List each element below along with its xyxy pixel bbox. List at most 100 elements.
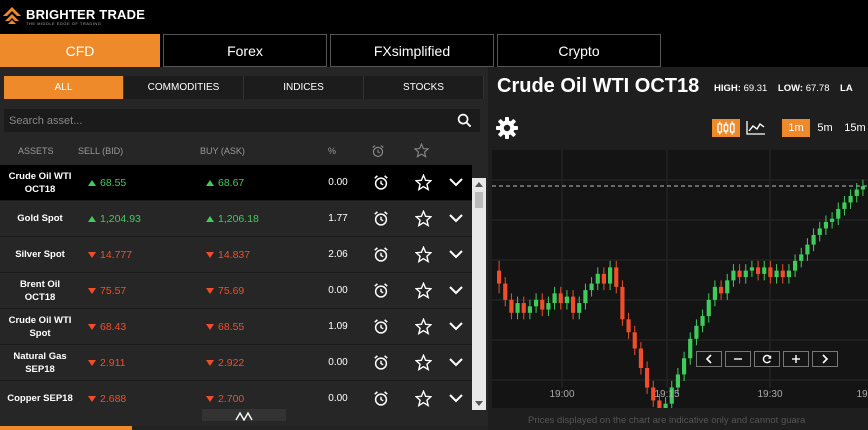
buy-price[interactable]: 75.69 xyxy=(206,273,244,308)
chevron-right-icon xyxy=(822,354,829,364)
arrow-down-icon xyxy=(88,323,96,330)
star-icon[interactable] xyxy=(415,390,432,407)
scroll-up-arrow[interactable] xyxy=(475,182,483,187)
candle-body xyxy=(546,303,551,310)
candle-body xyxy=(860,186,865,190)
asset-row[interactable]: Crude Oil WTI OCT18 68.55 68.67 0.00 xyxy=(0,165,472,201)
asset-row[interactable]: Gold Spot 1,204.93 1,206.18 1.77 xyxy=(0,201,472,237)
star-icon[interactable] xyxy=(415,282,432,299)
star-icon[interactable] xyxy=(415,174,432,191)
alarm-icon[interactable] xyxy=(373,390,389,407)
tab-commodities[interactable]: COMMODITIES xyxy=(124,76,244,99)
main-tabs: CFD Forex FXsimplified Crypto xyxy=(0,34,868,67)
chevron-down-icon[interactable] xyxy=(448,393,464,403)
alarm-icon[interactable] xyxy=(373,210,389,227)
brand-name: BRIGHTER TRADE xyxy=(26,7,146,22)
scroll-down-arrow[interactable] xyxy=(475,401,483,406)
tab-stocks[interactable]: STOCKS xyxy=(364,76,484,99)
chevron-down-icon[interactable] xyxy=(448,177,464,187)
brand-tagline: THE MIDDLE EDGE OF TRADING xyxy=(26,21,102,26)
alarm-icon[interactable] xyxy=(373,282,389,299)
timeframe-5m[interactable]: 5m xyxy=(817,122,833,134)
candle-body xyxy=(645,367,650,388)
candle-body xyxy=(762,267,767,274)
chart-zoom-in-button[interactable] xyxy=(783,351,809,367)
buy-price[interactable]: 1,206.18 xyxy=(206,201,259,236)
timeframe-1m[interactable]: 1m xyxy=(782,119,810,137)
scroll-thumb[interactable] xyxy=(475,192,483,208)
asset-row[interactable]: Natural Gas SEP18 2.911 2.922 0.00 xyxy=(0,345,472,381)
candle-body xyxy=(515,303,520,313)
search-input[interactable] xyxy=(4,109,480,132)
tab-crypto[interactable]: Crypto xyxy=(497,34,661,67)
alarm-icon[interactable] xyxy=(373,174,389,191)
sell-price[interactable]: 14.777 xyxy=(88,237,132,272)
buy-price-value: 68.67 xyxy=(218,176,245,189)
col-assets: ASSETS xyxy=(18,146,54,156)
candle-body xyxy=(694,325,699,339)
star-icon[interactable] xyxy=(415,354,432,371)
sell-price[interactable]: 68.55 xyxy=(88,165,126,200)
asset-row[interactable]: Brent Oil OCT18 75.57 75.69 0.00 xyxy=(0,273,472,309)
buy-price[interactable]: 68.67 xyxy=(206,165,244,200)
alarm-icon[interactable] xyxy=(373,246,389,263)
asset-row[interactable]: Silver Spot 14.777 14.837 2.06 xyxy=(0,237,472,273)
alarm-icon[interactable] xyxy=(373,318,389,335)
tab-all[interactable]: ALL xyxy=(4,76,124,99)
arrow-up-icon xyxy=(88,179,96,186)
gear-icon[interactable] xyxy=(495,116,519,140)
tab-cfd[interactable]: CFD xyxy=(0,34,160,67)
buy-price-value: 14.837 xyxy=(218,248,251,261)
arrow-up-icon xyxy=(88,215,96,222)
chart-scroll-right-button[interactable] xyxy=(812,351,838,367)
time-axis-label: 19:00 xyxy=(549,389,574,400)
asset-row[interactable]: Copper SEP18 2.688 2.700 0.00 xyxy=(0,381,472,412)
star-icon[interactable] xyxy=(415,318,432,335)
collapse-button[interactable] xyxy=(202,409,286,422)
sell-price[interactable]: 75.57 xyxy=(88,273,126,308)
buy-price[interactable]: 2.700 xyxy=(206,381,244,412)
sell-price[interactable]: 68.43 xyxy=(88,309,126,344)
buy-price[interactable]: 14.837 xyxy=(206,237,250,272)
tab-fxsimplified[interactable]: FXsimplified xyxy=(330,34,494,67)
change-percent: 0.00 xyxy=(328,357,348,368)
star-icon[interactable] xyxy=(415,246,432,263)
arrow-down-icon xyxy=(88,251,96,258)
candle-body xyxy=(682,358,687,375)
tab-indices[interactable]: INDICES xyxy=(244,76,364,99)
buy-price[interactable]: 2.922 xyxy=(206,345,244,380)
arrow-down-icon xyxy=(206,359,214,366)
change-percent: 2.06 xyxy=(328,249,348,260)
timeframe-15m[interactable]: 15m xyxy=(844,122,866,134)
star-icon[interactable] xyxy=(415,210,432,227)
chevron-down-icon[interactable] xyxy=(448,285,464,295)
tab-forex[interactable]: Forex xyxy=(163,34,327,67)
brand-logo[interactable]: BRIGHTER TRADE THE MIDDLE EDGE OF TRADIN… xyxy=(2,4,145,30)
candle-body xyxy=(688,338,693,359)
price-chart[interactable]: 19:00 19:15 19:30 19 xyxy=(492,150,868,417)
chart-zoom-out-button[interactable] xyxy=(725,351,751,367)
sell-price[interactable]: 1,204.93 xyxy=(88,201,141,236)
candle-body xyxy=(842,202,847,209)
chevron-down-icon[interactable] xyxy=(448,249,464,259)
chevron-down-icon[interactable] xyxy=(448,213,464,223)
alarm-icon[interactable] xyxy=(373,354,389,371)
candlestick-chart-button[interactable] xyxy=(712,119,740,137)
candle-body xyxy=(749,267,754,271)
asset-list-scrollbar[interactable] xyxy=(472,178,486,410)
bottom-tab-strip-active xyxy=(0,426,132,430)
alarm-header-icon xyxy=(372,145,384,158)
sell-price[interactable]: 2.688 xyxy=(88,381,126,412)
asset-row[interactable]: Crude Oil WTI Spot 68.43 68.55 1.09 xyxy=(0,309,472,345)
chevron-down-icon[interactable] xyxy=(448,357,464,367)
search-icon[interactable] xyxy=(457,113,472,128)
asset-name: Gold Spot xyxy=(17,213,63,224)
chart-scroll-left-button[interactable] xyxy=(696,351,722,367)
chevron-down-icon[interactable] xyxy=(448,321,464,331)
line-chart-button[interactable] xyxy=(742,119,770,137)
candle-body xyxy=(540,299,545,310)
candle-body xyxy=(786,270,791,278)
buy-price[interactable]: 68.55 xyxy=(206,309,244,344)
sell-price[interactable]: 2.911 xyxy=(88,345,126,380)
chart-reset-button[interactable] xyxy=(754,351,780,367)
